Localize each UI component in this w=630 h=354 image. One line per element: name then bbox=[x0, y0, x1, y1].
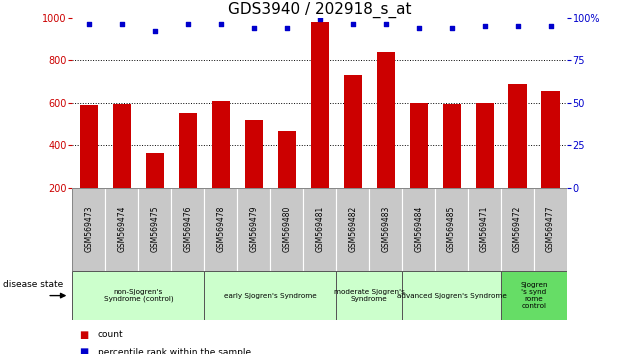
Bar bbox=[72, 188, 105, 271]
Bar bbox=[72, 271, 204, 320]
Bar bbox=[501, 271, 567, 320]
Bar bbox=[311, 22, 329, 230]
Point bbox=[513, 23, 523, 29]
Text: non-Sjogren's
Syndrome (control): non-Sjogren's Syndrome (control) bbox=[103, 289, 173, 302]
Text: GSM569484: GSM569484 bbox=[414, 206, 423, 252]
Bar bbox=[113, 104, 131, 230]
Point bbox=[381, 22, 391, 27]
Text: ■: ■ bbox=[79, 330, 88, 339]
Text: advanced Sjogren's Syndrome: advanced Sjogren's Syndrome bbox=[397, 293, 507, 298]
Bar bbox=[468, 188, 501, 271]
Text: Sjogren
's synd
rome
control: Sjogren 's synd rome control bbox=[520, 282, 547, 309]
Bar bbox=[336, 188, 369, 271]
Bar bbox=[212, 101, 230, 230]
Bar bbox=[343, 75, 362, 230]
Bar bbox=[377, 52, 395, 230]
Point bbox=[315, 17, 325, 22]
Point bbox=[215, 22, 226, 27]
Point bbox=[117, 22, 127, 27]
Point bbox=[150, 28, 160, 34]
Text: GSM569477: GSM569477 bbox=[546, 206, 555, 252]
Bar bbox=[402, 271, 501, 320]
Bar bbox=[146, 153, 164, 230]
Text: moderate Sjogren's
Syndrome: moderate Sjogren's Syndrome bbox=[334, 289, 404, 302]
Bar bbox=[171, 188, 204, 271]
Text: GSM569472: GSM569472 bbox=[513, 206, 522, 252]
Bar bbox=[442, 104, 461, 230]
Point bbox=[479, 23, 490, 29]
Text: disease state: disease state bbox=[3, 280, 64, 289]
Text: GSM569481: GSM569481 bbox=[315, 206, 324, 252]
Point bbox=[183, 22, 193, 27]
Bar bbox=[369, 188, 402, 271]
Bar bbox=[105, 188, 139, 271]
Bar bbox=[270, 188, 303, 271]
Text: GSM569476: GSM569476 bbox=[183, 206, 192, 252]
Bar bbox=[410, 103, 428, 230]
Point bbox=[282, 25, 292, 31]
Bar bbox=[238, 188, 270, 271]
Text: GSM569485: GSM569485 bbox=[447, 206, 456, 252]
Point bbox=[348, 22, 358, 27]
Text: count: count bbox=[98, 330, 123, 339]
Bar bbox=[204, 188, 238, 271]
Bar bbox=[402, 188, 435, 271]
Text: GSM569478: GSM569478 bbox=[216, 206, 226, 252]
Point bbox=[546, 23, 556, 29]
Bar bbox=[204, 271, 336, 320]
Bar bbox=[476, 103, 494, 230]
Bar bbox=[303, 188, 336, 271]
Text: ■: ■ bbox=[79, 347, 88, 354]
Point bbox=[447, 25, 457, 31]
Bar bbox=[501, 188, 534, 271]
Bar bbox=[278, 131, 296, 230]
Text: GSM569483: GSM569483 bbox=[381, 206, 390, 252]
Bar bbox=[80, 105, 98, 230]
Text: GSM569480: GSM569480 bbox=[282, 206, 291, 252]
Bar bbox=[336, 271, 402, 320]
Bar bbox=[508, 84, 527, 230]
Text: GSM569474: GSM569474 bbox=[117, 206, 127, 252]
Bar bbox=[179, 113, 197, 230]
Bar bbox=[534, 188, 567, 271]
Point bbox=[84, 22, 94, 27]
Title: GDS3940 / 202918_s_at: GDS3940 / 202918_s_at bbox=[228, 1, 411, 18]
Bar bbox=[435, 188, 468, 271]
Point bbox=[249, 25, 259, 31]
Bar bbox=[139, 188, 171, 271]
Text: percentile rank within the sample: percentile rank within the sample bbox=[98, 348, 251, 354]
Bar bbox=[541, 91, 559, 230]
Text: GSM569479: GSM569479 bbox=[249, 206, 258, 252]
Text: GSM569475: GSM569475 bbox=[151, 206, 159, 252]
Bar bbox=[244, 120, 263, 230]
Text: early Sjogren's Syndrome: early Sjogren's Syndrome bbox=[224, 293, 317, 298]
Point bbox=[413, 25, 423, 31]
Text: GSM569482: GSM569482 bbox=[348, 206, 357, 252]
Text: GSM569473: GSM569473 bbox=[84, 206, 93, 252]
Text: GSM569471: GSM569471 bbox=[480, 206, 489, 252]
